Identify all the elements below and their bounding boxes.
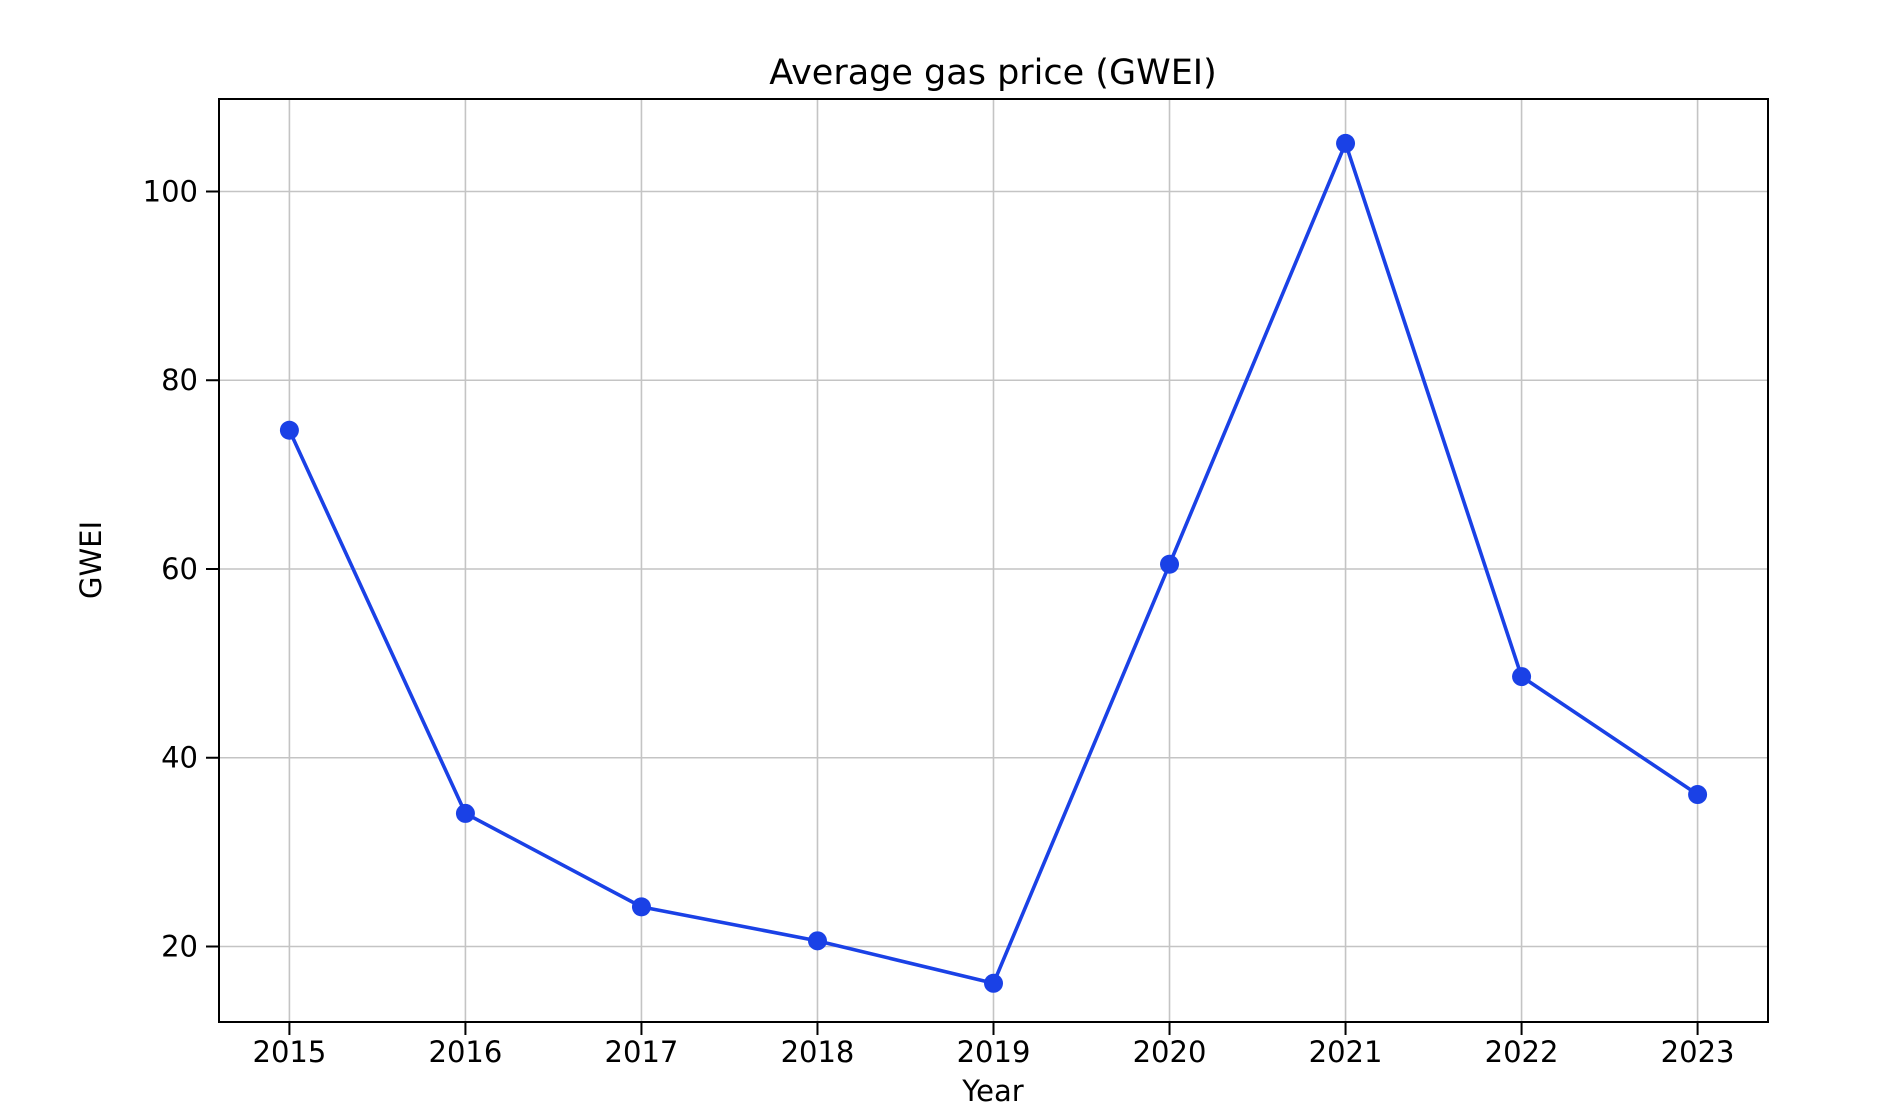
y-tick-label: 80 <box>161 363 198 397</box>
plot-border <box>218 98 1769 1023</box>
x-tick-label: 2018 <box>781 1035 855 1069</box>
x-tick-label: 2016 <box>429 1035 503 1069</box>
data-point <box>1160 554 1180 574</box>
y-tick-label: 20 <box>161 929 198 963</box>
data-point <box>631 897 651 917</box>
x-tick-label: 2015 <box>253 1035 327 1069</box>
data-point <box>1688 785 1708 805</box>
x-tick-label: 2019 <box>957 1035 1031 1069</box>
y-axis-label: GWEI <box>74 521 108 599</box>
x-tick-label: 2021 <box>1309 1035 1383 1069</box>
y-tick-label: 40 <box>161 741 198 775</box>
y-tick-label: 100 <box>143 174 198 208</box>
data-point <box>984 973 1003 993</box>
x-tick-label: 2017 <box>605 1035 679 1069</box>
x-tick-label: 2023 <box>1661 1035 1735 1069</box>
chart-title: Average gas price (GWEI) <box>769 53 1217 93</box>
data-point <box>1512 667 1532 687</box>
x-axis-label: Year <box>961 1074 1023 1108</box>
data-point <box>1336 133 1356 153</box>
data-point <box>279 420 299 440</box>
x-tick-label: 2022 <box>1485 1035 1559 1069</box>
y-tick-label: 60 <box>161 552 198 586</box>
x-tick-label: 2020 <box>1133 1035 1207 1069</box>
data-point <box>455 803 475 823</box>
plot-area: 2015 2016 2017 2018 2019 2020 2021 2022 2023 20 40… <box>143 98 1769 1069</box>
data-point <box>807 931 827 951</box>
